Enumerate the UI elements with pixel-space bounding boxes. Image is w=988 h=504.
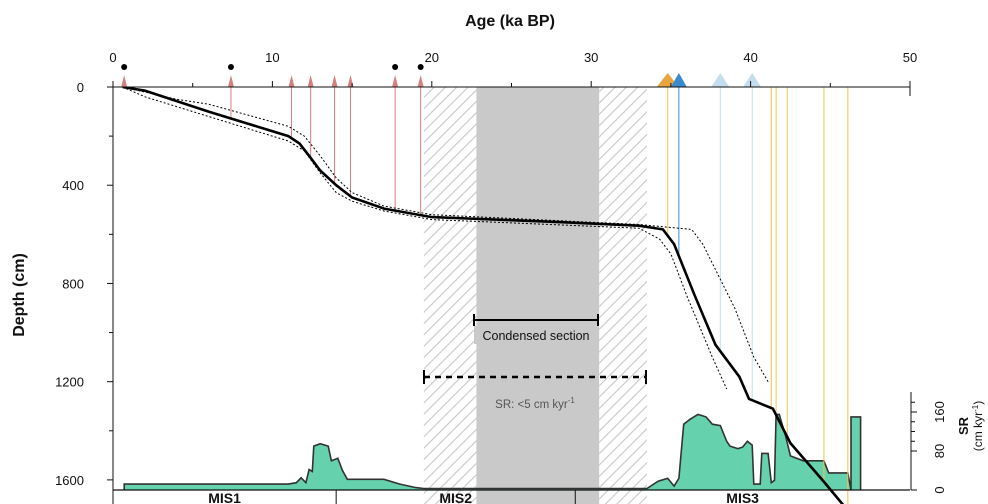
sr-area [124, 414, 861, 490]
red-marker [417, 75, 424, 87]
axes: 0 10 20 30 40 50 0 400 800 1200 1600 [55, 50, 917, 504]
red-marker [392, 75, 399, 87]
red-marker [288, 75, 295, 87]
hatched-interval-1 [423, 87, 477, 504]
sr-tick-label: 160 [932, 401, 947, 423]
red-marker [331, 75, 338, 87]
condensed-label: Condensed section [482, 329, 589, 343]
red-marker [121, 75, 128, 87]
lightblue-marker [711, 73, 730, 87]
mis-label-mis2: MIS2 [439, 490, 472, 504]
y-tick-label: 0 [77, 80, 84, 95]
x-tick-label: 0 [109, 50, 116, 65]
hatched-interval-2 [599, 87, 647, 504]
sr-tick-label: 80 [932, 444, 947, 458]
y-tick-label: 400 [62, 178, 84, 193]
red-marker [347, 75, 354, 87]
red-marker [227, 75, 234, 87]
age-model [122, 87, 845, 504]
sr-axis: 0 80 160 SR (cm kyr-1) [910, 392, 985, 494]
median-age-line [122, 87, 845, 504]
mis-labels: MIS1 MIS2 MIS3 [113, 489, 910, 504]
sr-axis-unit: (cm kyr-1) [971, 401, 985, 451]
sr-ticks: 0 80 160 [911, 401, 947, 494]
condensed-annotation: Condensed section [473, 314, 599, 344]
x-tick-label: 40 [743, 50, 757, 65]
y-tick-label: 1600 [55, 473, 84, 488]
grey-interval [476, 87, 600, 504]
red-marker [307, 75, 314, 87]
lightblue-marker [743, 73, 762, 87]
upper-ci-line [122, 87, 769, 382]
sample-dot [417, 64, 424, 70]
x-tick-label: 10 [265, 50, 279, 65]
sr-annotation: SR: <5 cm kyr-1 [423, 370, 647, 411]
sample-dot [121, 64, 128, 70]
lower-ci-line [122, 87, 728, 390]
x-tick-label: 30 [584, 50, 598, 65]
darkblue-marker [670, 73, 687, 87]
mis-label-mis3: MIS3 [726, 490, 759, 504]
sr-threshold-label: SR: <5 cm kyr-1 [495, 396, 575, 411]
x-tick-label: 20 [425, 50, 439, 65]
sample-dot [227, 64, 234, 70]
sr-axis-title: SR [956, 416, 971, 435]
y-tick-label: 800 [62, 276, 84, 291]
gap-intervals [423, 87, 647, 504]
dating-markers [121, 64, 849, 504]
x-tick-label: 50 [903, 50, 917, 65]
mis-label-mis1: MIS1 [208, 490, 241, 504]
x-axis-title: Age (ka BP) [465, 13, 555, 30]
y-tick-label: 1200 [55, 375, 84, 390]
y-axis-title: Depth (cm) [11, 253, 28, 337]
condensed-label-bg [474, 326, 598, 344]
sample-dot [392, 64, 399, 70]
sr-tick-label: 0 [932, 486, 947, 493]
